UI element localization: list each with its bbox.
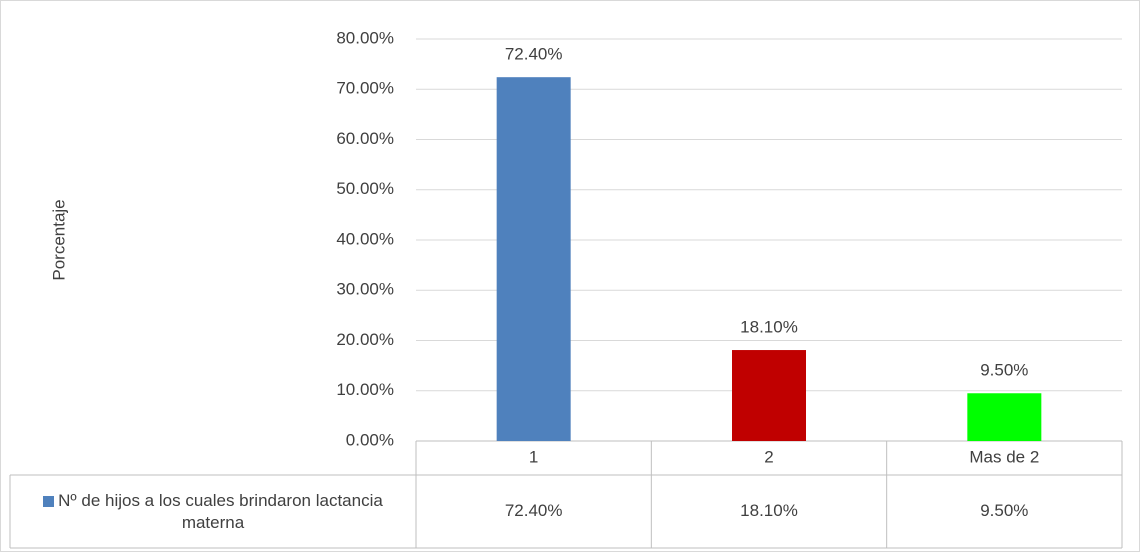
data-label: 72.40%	[505, 45, 563, 64]
y-tick-label: 20.00%	[336, 330, 394, 349]
legend-entry: Nº de hijos a los cuales brindaron lacta…	[10, 475, 416, 548]
legend-wrap: Nº de hijos a los cuales brindaron lacta…	[10, 490, 416, 534]
y-tick-label: 40.00%	[336, 229, 394, 248]
y-tick-label: 10.00%	[336, 380, 394, 399]
y-tick-label: 30.00%	[336, 280, 394, 299]
y-tick-label: 80.00%	[336, 28, 394, 47]
bar	[496, 77, 571, 441]
y-tick-label: 50.00%	[336, 179, 394, 198]
data-label: 18.10%	[740, 318, 798, 337]
legend-label: Nº de hijos a los cuales brindaron lacta…	[58, 490, 383, 532]
table-value: 72.40%	[505, 501, 563, 520]
y-axis-label: Porcentaje	[49, 199, 68, 280]
category-label: Mas de 2	[969, 447, 1039, 466]
legend-swatch	[43, 495, 55, 507]
bar	[732, 350, 806, 441]
table-value: 18.10%	[740, 501, 798, 520]
data-label: 9.50%	[980, 361, 1028, 380]
y-tick-label: 70.00%	[336, 79, 394, 98]
legend-cell: Nº de hijos a los cuales brindaron lacta…	[10, 475, 416, 548]
category-label: 1	[529, 447, 538, 466]
y-tick-label: 0.00%	[346, 430, 394, 449]
bar	[967, 393, 1042, 441]
y-tick-label: 60.00%	[336, 129, 394, 148]
category-label: 2	[764, 447, 773, 466]
table-value: 9.50%	[980, 501, 1028, 520]
